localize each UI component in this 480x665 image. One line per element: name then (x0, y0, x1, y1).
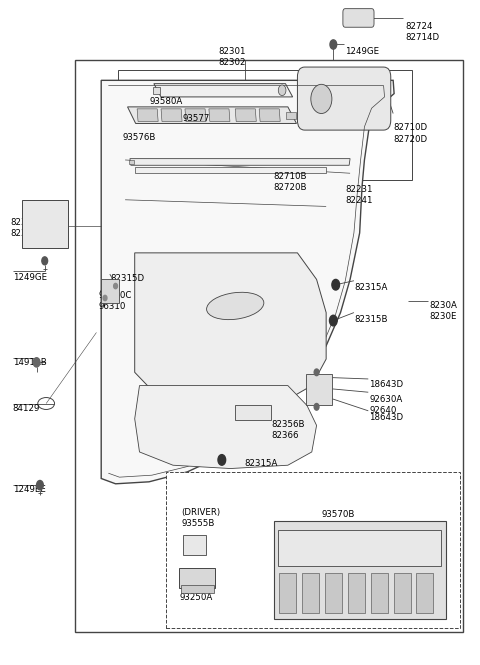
Text: 82724
82714D: 82724 82714D (405, 22, 439, 42)
Bar (274, 521, 446, 619)
Circle shape (314, 404, 319, 410)
Text: 18643D: 18643D (369, 380, 403, 389)
Text: 84129: 84129 (12, 404, 40, 412)
Circle shape (332, 279, 339, 290)
Text: 93577: 93577 (182, 114, 210, 122)
Bar (22, 200, 68, 247)
Text: 82315B: 82315B (355, 315, 388, 324)
Circle shape (42, 257, 48, 265)
Circle shape (114, 283, 118, 289)
Text: 82710D
82720D: 82710D 82720D (393, 124, 427, 144)
Text: 18643D: 18643D (369, 414, 403, 422)
Bar (371, 573, 388, 612)
Text: 1249GE: 1249GE (345, 47, 379, 56)
Text: 1249GE: 1249GE (12, 273, 47, 282)
Bar (180, 585, 214, 593)
Text: 82315D: 82315D (111, 274, 145, 283)
Text: 82231
82241: 82231 82241 (345, 185, 373, 205)
FancyBboxPatch shape (298, 67, 391, 130)
Text: 82393A
82394A: 82393A 82394A (10, 218, 44, 239)
Text: 92630A
92640: 92630A 92640 (369, 395, 402, 415)
Bar (394, 573, 411, 612)
Polygon shape (101, 80, 394, 484)
Text: (DRIVER)
93555B: (DRIVER) 93555B (181, 508, 221, 529)
Bar (306, 374, 332, 406)
Polygon shape (153, 87, 159, 94)
Circle shape (33, 358, 40, 367)
Polygon shape (129, 160, 134, 164)
Text: 93250A: 93250A (179, 593, 213, 602)
Circle shape (218, 455, 226, 465)
Polygon shape (286, 112, 297, 119)
Polygon shape (135, 386, 317, 469)
Circle shape (278, 85, 286, 96)
Circle shape (330, 40, 336, 49)
Bar (75, 61, 463, 632)
Text: 82710B
82720B: 82710B 82720B (274, 172, 307, 192)
Polygon shape (161, 109, 182, 122)
Polygon shape (154, 84, 293, 97)
Text: 1491AB: 1491AB (12, 358, 47, 366)
Polygon shape (137, 109, 158, 122)
Circle shape (311, 84, 332, 114)
Text: 1249EE: 1249EE (12, 485, 46, 494)
Bar (179, 568, 215, 588)
Circle shape (314, 369, 319, 376)
Text: 8230A
8230E: 8230A 8230E (429, 301, 457, 321)
Polygon shape (259, 109, 280, 122)
Bar (101, 279, 120, 303)
Bar (348, 573, 365, 612)
Text: 82301
82302: 82301 82302 (218, 47, 246, 67)
Polygon shape (135, 167, 326, 174)
Text: 82356B
82366: 82356B 82366 (271, 420, 305, 440)
Bar (279, 573, 297, 612)
Text: 93572A: 93572A (336, 526, 369, 535)
Text: 82315A: 82315A (355, 283, 388, 292)
Circle shape (329, 315, 337, 326)
Bar (416, 573, 433, 612)
Polygon shape (209, 109, 230, 122)
Bar (325, 573, 342, 612)
Polygon shape (130, 159, 350, 166)
Ellipse shape (206, 293, 264, 320)
Bar (235, 406, 271, 420)
Text: 93570B: 93570B (322, 509, 355, 519)
Polygon shape (128, 107, 297, 124)
Bar (278, 529, 441, 566)
Text: 82315A: 82315A (245, 459, 278, 467)
Circle shape (36, 481, 43, 490)
Polygon shape (185, 109, 206, 122)
Bar (182, 535, 205, 555)
Bar (166, 472, 460, 628)
Polygon shape (235, 109, 256, 122)
Text: 96320C
96310: 96320C 96310 (99, 291, 132, 311)
FancyBboxPatch shape (343, 9, 374, 27)
Polygon shape (135, 253, 326, 409)
Text: 93580A: 93580A (149, 97, 182, 106)
Bar (118, 70, 412, 180)
Text: 93571A: 93571A (276, 551, 309, 561)
Bar (302, 573, 320, 612)
Text: 93576B: 93576B (123, 134, 156, 142)
Circle shape (103, 295, 107, 301)
